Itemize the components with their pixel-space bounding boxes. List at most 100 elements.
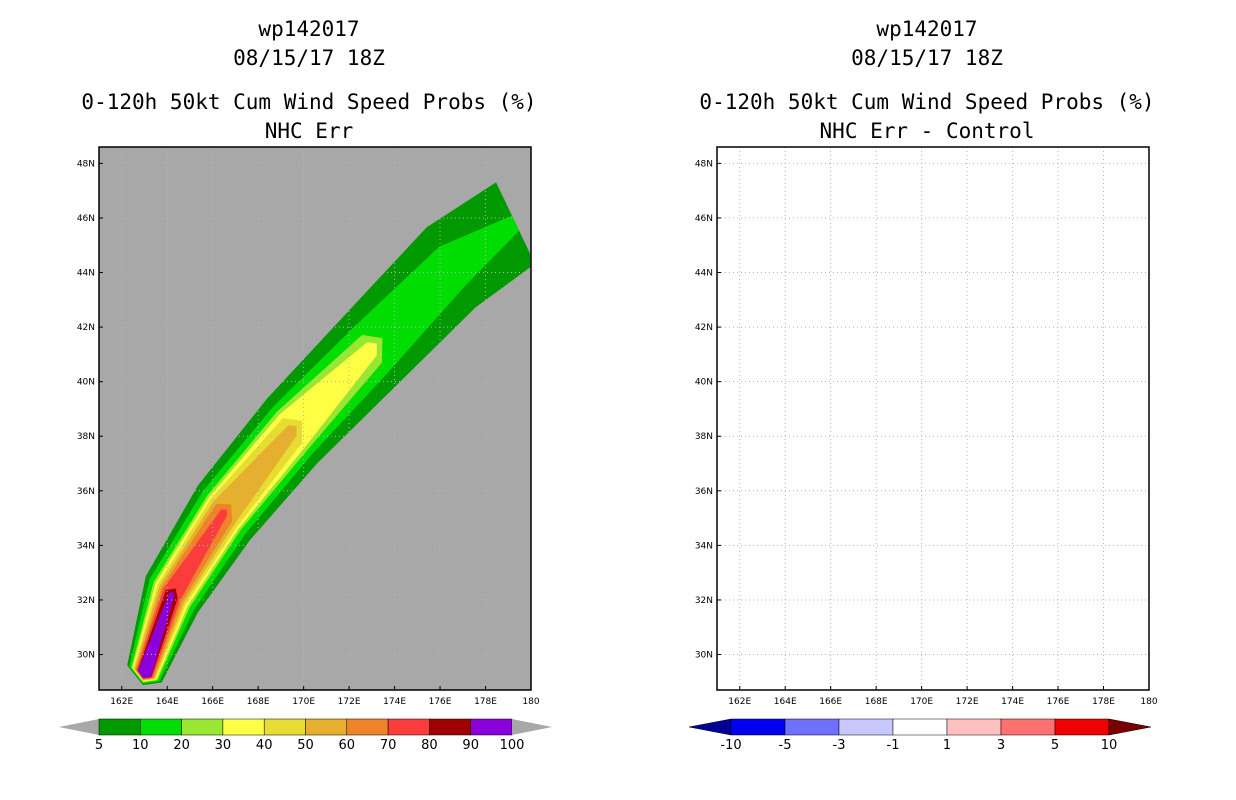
x-tick-label: 162E [728,697,751,707]
x-tick-label: 168E [247,697,270,707]
x-tick-label: 172E [956,697,979,707]
x-tick-label: 164E [774,697,797,707]
x-tick-label: 180 [1140,697,1157,707]
x-tick-label: 180 [522,697,539,707]
y-tick-label: 44N [77,269,95,279]
colorbar-label: -1 [887,738,900,753]
colorbar: -10 -5 -3 -1 1 3 5 10 [688,718,1152,753]
colorbar-swatch [946,718,1002,736]
colorbar-label: 70 [380,738,397,753]
chart-subtitle: NHC Err - Control [819,119,1035,143]
grid [99,147,531,690]
x-tick-label: 178E [474,697,497,707]
y-tick-label: 42N [695,323,713,333]
colorbar-under [688,718,732,736]
colorbar-label: 5 [1051,738,1059,753]
contour-level-30 [132,342,377,682]
colorbar-label: 10 [1101,738,1118,753]
y-tick-label: 40N [695,378,713,388]
probability-map: 162E 164E 166E 168E 170E 172E 174E 176E 178E 180 3… [59,146,552,753]
difference-map: 162E 164E 166E 168E 170E 172E 174E 176E 178E 180 3… [688,146,1158,753]
y-tick-label: 32N [77,596,95,606]
colorbar-over [1108,718,1152,736]
colorbar-under [59,719,99,735]
datetime: 08/15/17 18Z [233,46,385,70]
colorbar-label: 10 [132,738,149,753]
y-tick-label: 30N [77,651,95,661]
x-tick-label: 172E [338,697,361,707]
x-tick-label: 178E [1092,697,1115,707]
colorbar-over [512,719,552,735]
contour-level-10 [129,215,519,684]
colorbar-label: 20 [173,738,190,753]
x-tick-label: 176E [1047,697,1070,707]
chart-title: 0-120h 50kt Cum Wind Speed Probs (%) [81,90,537,114]
x-tick-label: 174E [383,697,406,707]
colorbar-swatch [470,718,513,736]
colorbar-swatch [98,718,141,736]
x-tick-label: 176E [429,697,452,707]
colorbar-swatch [730,718,786,736]
y-tick-label: 48N [77,159,95,169]
y-tick-label: 46N [77,214,95,224]
plot-frame [716,146,1150,691]
storm-id: wp142017 [876,17,978,41]
y-tick-label: 48N [695,159,713,169]
colorbar-label: 1 [943,738,951,753]
y-tick-label: 34N [77,541,95,551]
colorbar-label: 50 [297,738,314,753]
colorbar-swatch [784,718,840,736]
y-tick-label: 36N [77,487,95,497]
y-tick-label: 40N [77,378,95,388]
y-tick-label: 42N [77,323,95,333]
colorbar-label: 100 [500,738,525,753]
colorbar-label: -5 [779,738,792,753]
colorbar-label: 90 [462,738,479,753]
plot-area [717,147,1149,690]
colorbar-swatch [429,718,471,736]
y-tick-label: 46N [695,214,713,224]
y-tick-label: 38N [695,432,713,442]
colorbar-swatch [263,718,306,736]
x-tick-label: 170E [910,697,933,707]
y-tick-label: 30N [695,651,713,661]
y-tick-label: 44N [695,269,713,279]
colorbar-swatch [181,718,224,736]
storm-id: wp142017 [258,17,360,41]
y-tick-label: 32N [695,596,713,606]
contour-group [127,182,531,685]
colorbar-swatch [222,718,265,736]
colorbar-label: 5 [95,738,103,753]
x-tick-label: 166E [201,697,224,707]
colorbar-label: 3 [997,738,1005,753]
panel-nhc-err: wp142017 08/15/17 18Z 0-120h 50kt Cum Wi… [59,17,552,753]
panel-nhc-err-control: wp142017 08/15/17 18Z 0-120h 50kt Cum Wi… [618,0,1236,800]
plot-frame [98,146,532,691]
colorbar-label: 60 [339,738,356,753]
y-tick-label: 36N [695,487,713,497]
x-tick-label: 170E [292,697,315,707]
colorbar-label: 30 [215,738,232,753]
colorbar-swatch [140,718,182,736]
colorbar-swatch [387,718,430,736]
x-tick-label: 162E [110,697,133,707]
contour-level-90 [138,592,175,678]
grid [717,147,1149,690]
colorbar-swatch [1000,718,1056,736]
colorbar-label: -10 [720,738,741,753]
colorbar: 5 10 20 30 40 50 60 70 80 90 100 [59,718,552,753]
colorbar-swatch [305,718,348,736]
datetime: 08/15/17 18Z [851,46,1003,70]
colorbar-swatch [892,718,948,736]
chart-subtitle: NHC Err [264,119,354,143]
colorbar-label: 80 [421,738,438,753]
y-tick-label: 38N [77,432,95,442]
colorbar-swatch [1054,718,1110,736]
chart-title: 0-120h 50kt Cum Wind Speed Probs (%) [699,90,1155,114]
x-tick-label: 166E [819,697,842,707]
colorbar-swatch [838,718,894,736]
x-tick-label: 164E [156,697,179,707]
x-tick-label: 168E [865,697,888,707]
colorbar-swatch [346,718,389,736]
x-tick-label: 174E [1001,697,1024,707]
